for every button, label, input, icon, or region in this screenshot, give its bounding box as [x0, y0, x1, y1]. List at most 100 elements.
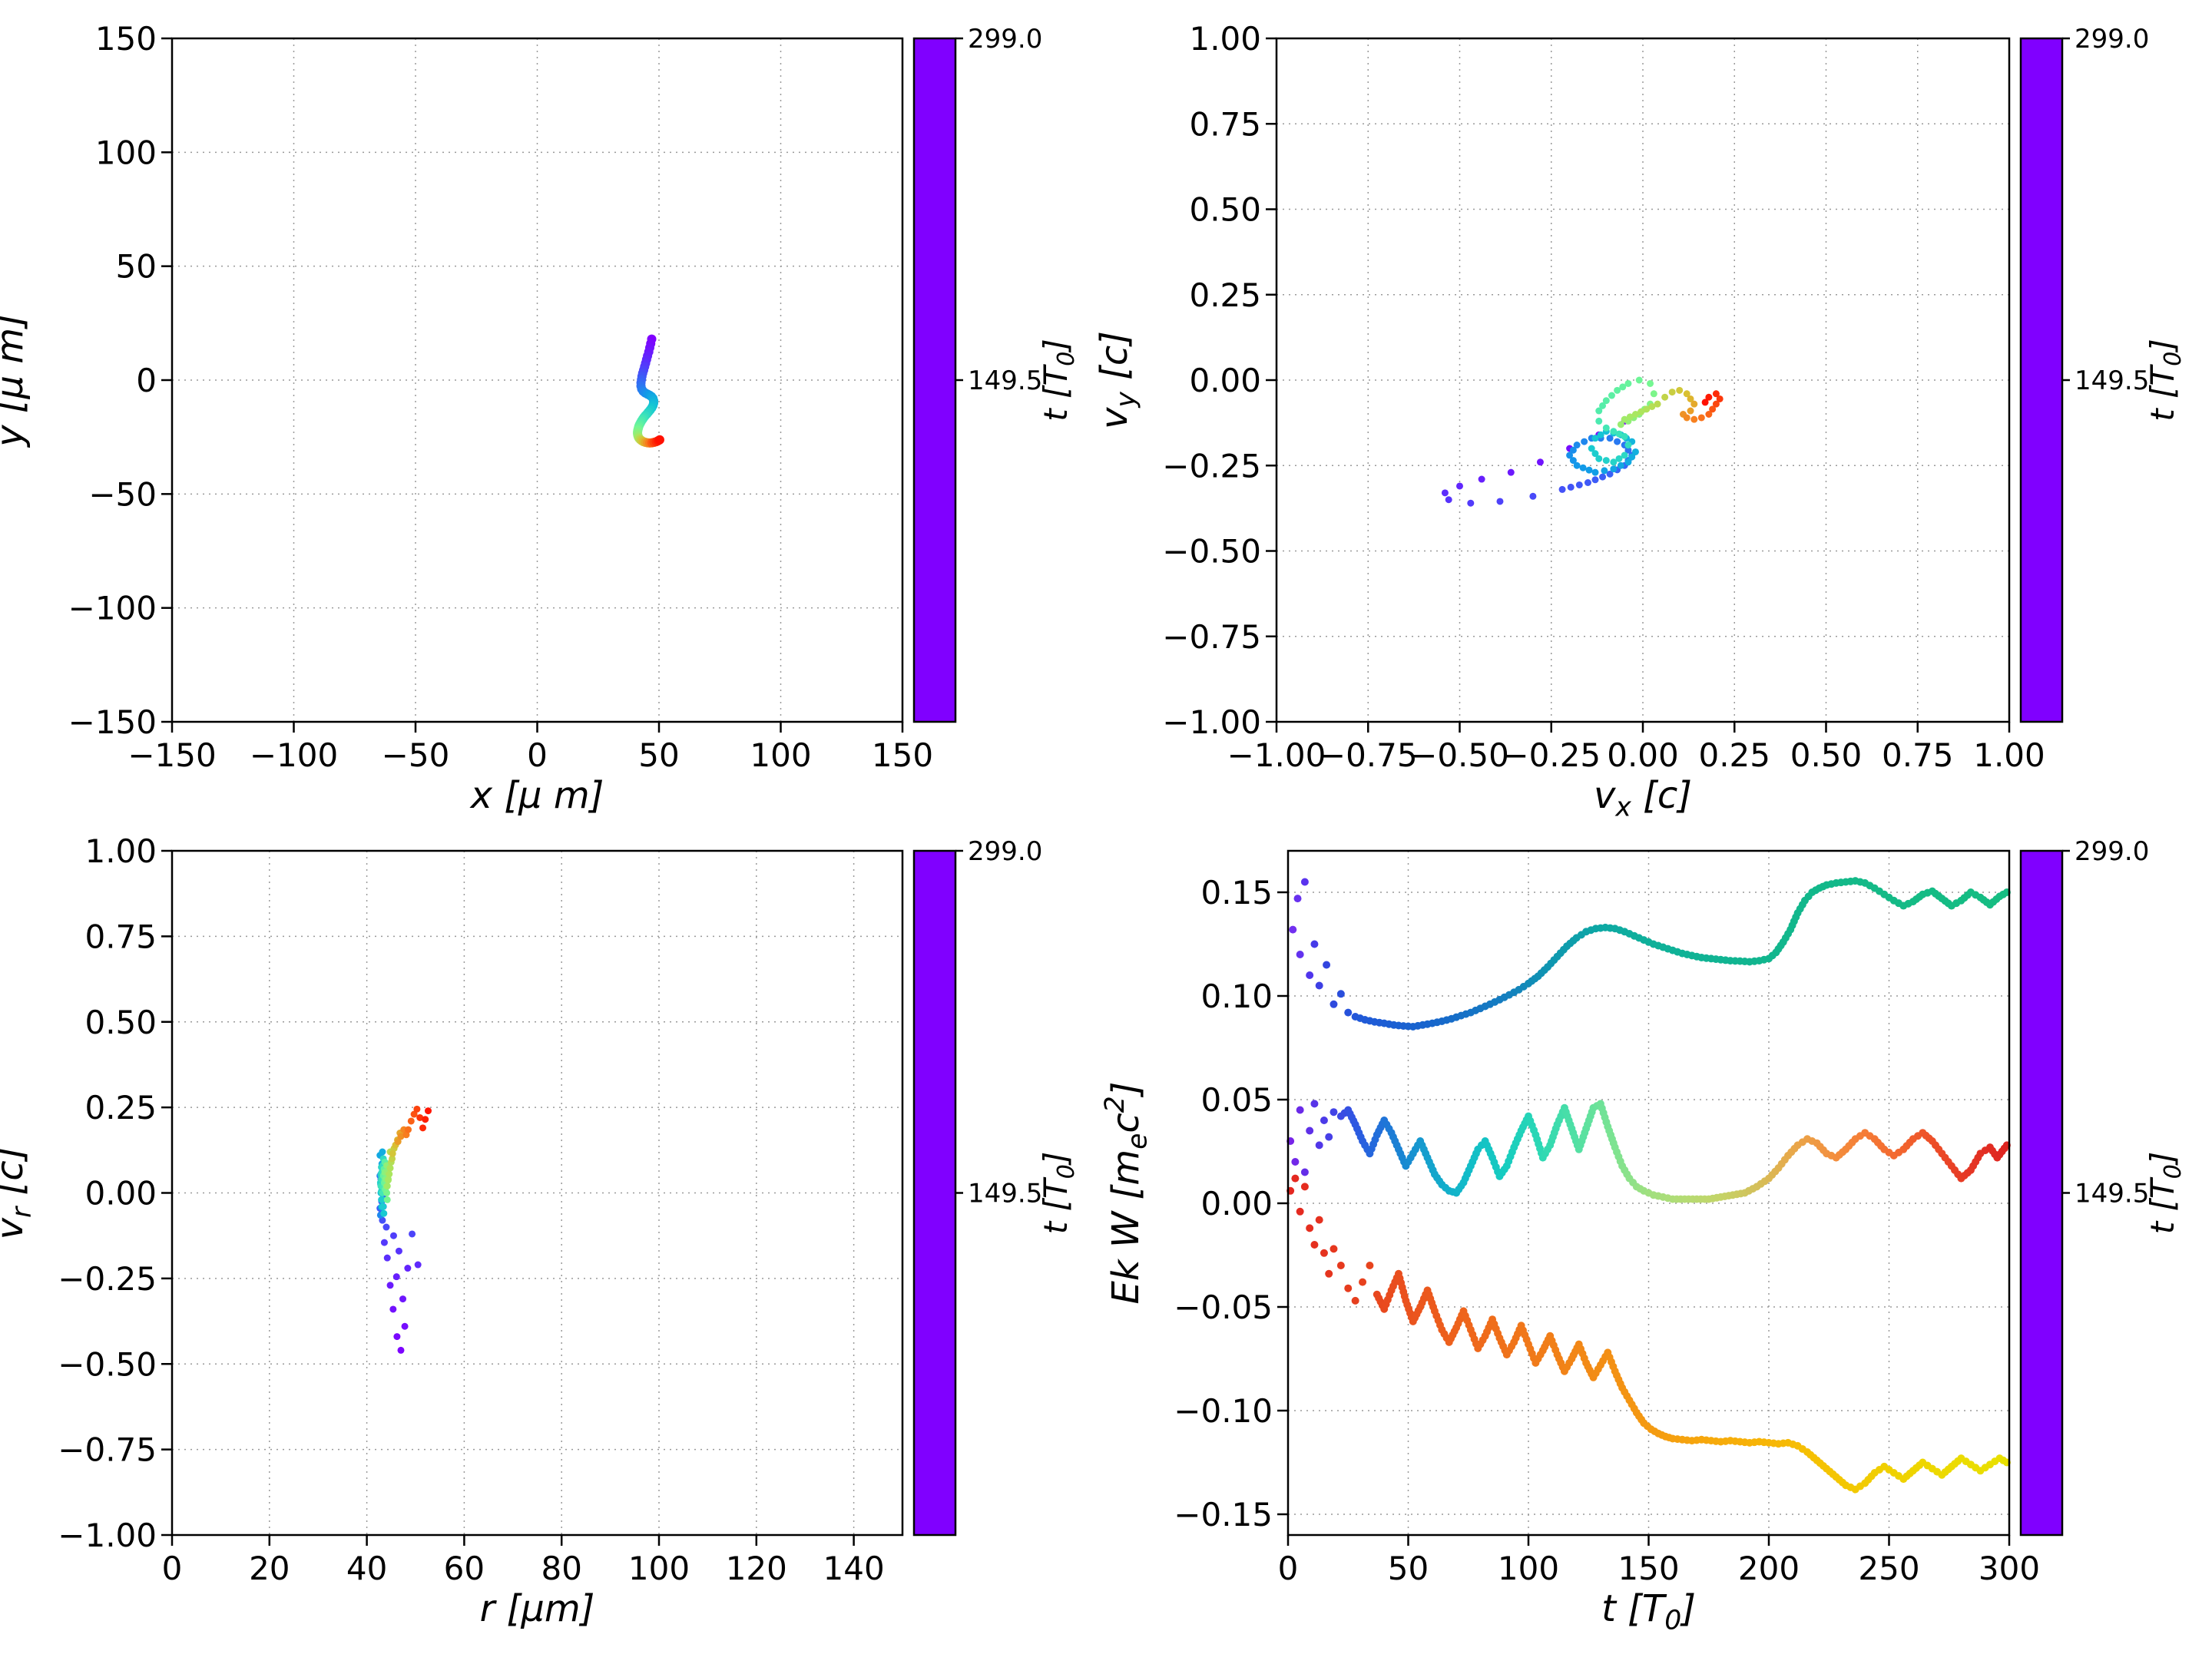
y-tick-label: 50 [116, 248, 157, 286]
y-tick-label: 0.50 [84, 1004, 157, 1041]
y-tick-label: 0.75 [1189, 105, 1261, 143]
data-point [1591, 468, 1599, 476]
data-point [1602, 424, 1610, 432]
x-axis-label: r [μm] [480, 1587, 595, 1630]
x-tick-label: −0.25 [1502, 736, 1601, 774]
data-point [383, 1189, 391, 1196]
data-point [1690, 415, 1698, 423]
data-point [389, 1155, 396, 1163]
x-tick-label: −0.50 [1410, 736, 1509, 774]
data-point [1602, 457, 1610, 465]
data-point [1536, 458, 1544, 466]
data-point [379, 1196, 386, 1203]
data-point [1591, 476, 1599, 484]
data-point [1648, 402, 1656, 410]
colorbar-tick-label: 149.5 [2075, 366, 2149, 396]
colorbar-tick-label: 149.5 [2075, 1179, 2149, 1209]
data-point [1567, 483, 1575, 491]
data-point [1588, 445, 1595, 452]
y-tick-label: 0.10 [1200, 978, 1273, 1015]
y-tick-label: −0.25 [58, 1260, 157, 1298]
data-point [1676, 386, 1684, 394]
y-tick-label: 0.00 [84, 1175, 157, 1212]
data-point [1687, 407, 1694, 415]
data-point [394, 1138, 402, 1146]
data-point [399, 1295, 407, 1303]
data-point [1310, 940, 1319, 948]
x-tick-label: −0.75 [1319, 736, 1418, 774]
data-point [1296, 951, 1304, 958]
data-point [1712, 390, 1720, 398]
data-point [414, 1261, 422, 1269]
colorbar-gradient [2021, 38, 2062, 722]
y-tick-label: −1.00 [58, 1517, 157, 1554]
data-point [1325, 1133, 1333, 1141]
panel-xy-trajectory: −150 −100 −50 0 50 100 150 −150 −100 −50 0 50 100 150… [0, 20, 1080, 817]
data-point [654, 435, 664, 445]
data-point [1601, 467, 1608, 475]
y-tick-label: −0.75 [1162, 618, 1261, 656]
x-tick-label: 80 [541, 1550, 581, 1587]
data-point [1602, 397, 1610, 405]
data-point [1344, 1284, 1353, 1292]
colorbar-tick-label: 299.0 [968, 836, 1042, 867]
x-tick-label: 1.00 [1973, 736, 2045, 774]
data-point [404, 1126, 412, 1133]
data-point [1599, 402, 1607, 409]
y-tick-label: −0.50 [1162, 533, 1261, 571]
colorbar-tick-label: 299.0 [2075, 836, 2149, 867]
data-point [1610, 465, 1618, 473]
x-tick-label: 40 [346, 1550, 387, 1587]
series-particle-2-middle [1286, 1100, 2011, 1203]
data-point [1606, 435, 1614, 442]
y-axis-label: vy [c] [1093, 331, 1142, 429]
data-point [419, 1124, 427, 1132]
data-point [1573, 442, 1581, 449]
data-point [389, 1305, 397, 1313]
data-point [1315, 1141, 1323, 1150]
data-point [384, 1176, 392, 1184]
x-tick-label: −150 [127, 736, 216, 774]
data-point [1650, 390, 1657, 398]
data-point [1705, 411, 1713, 418]
x-tick-label: 0.75 [1882, 736, 1954, 774]
data-point [1643, 405, 1651, 413]
y-tick-label: −1.00 [1162, 703, 1261, 741]
data-point [1621, 452, 1628, 459]
data-point [1456, 482, 1463, 490]
x-tick-label: 150 [1618, 1550, 1679, 1587]
data-point [1296, 1106, 1304, 1114]
colorbar-axis-label: t [T0] [2144, 1152, 2187, 1235]
data-point [383, 1254, 391, 1262]
data-point [383, 1196, 391, 1203]
y-axis-label: vr [c] [0, 1146, 38, 1240]
data-point [1296, 1207, 1304, 1216]
colorbar-tick-label: 299.0 [2075, 24, 2149, 55]
y-tick-label: −0.75 [58, 1431, 157, 1469]
data-point [1697, 414, 1705, 422]
data-point [1591, 435, 1599, 442]
data-point [1709, 405, 1717, 413]
y-axis-label: Ek W [mec2] [1100, 1082, 1154, 1305]
data-point [1300, 1168, 1309, 1176]
x-tick-label: −50 [382, 736, 450, 774]
x-tick-label: −1.00 [1227, 736, 1326, 774]
colorbar-tick-label: 299.0 [968, 24, 1042, 55]
data-point [1608, 392, 1615, 399]
series-particle-1-upper [1289, 877, 2011, 1031]
data-point [379, 1203, 387, 1210]
data-point [386, 1164, 394, 1172]
data-point [1712, 400, 1720, 408]
data-point [397, 1133, 405, 1140]
y-tick-label: −50 [88, 475, 157, 513]
data-point [1336, 990, 1345, 998]
data-point [1293, 895, 1302, 903]
x-tick-label: 120 [726, 1550, 787, 1587]
data-point [1619, 383, 1627, 391]
data-point [379, 1148, 386, 1156]
data-point [1624, 442, 1632, 449]
data-point [1705, 393, 1713, 401]
data-point [1330, 1245, 1338, 1253]
grid-vx-vy [1276, 38, 2010, 723]
data-point [1507, 468, 1515, 476]
